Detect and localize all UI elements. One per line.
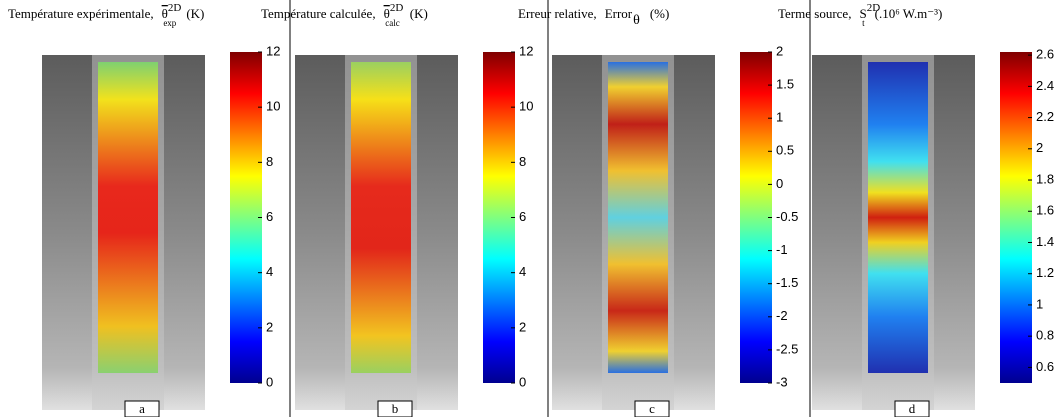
superscript: 2D	[168, 2, 182, 14]
tick-label: 0	[776, 176, 783, 191]
tick-label: -0.5	[776, 209, 798, 224]
tick-label: 10	[266, 99, 280, 114]
panel-title: Température calculée, θ2D calc (K)	[261, 2, 428, 28]
title-text: Erreur relative,	[518, 6, 597, 21]
unit: (.10⁶ W.m⁻³)	[875, 6, 943, 21]
tick-label: 0.8	[1036, 328, 1054, 343]
field	[98, 62, 158, 373]
tick-label: 2.2	[1036, 109, 1054, 124]
tick-label: 1.2	[1036, 265, 1054, 280]
unit: (%)	[650, 6, 670, 21]
colorbar	[1000, 52, 1032, 383]
tick-label: 0	[519, 374, 526, 389]
tick-label: 1.8	[1036, 171, 1054, 186]
superscript: 2D	[390, 2, 404, 14]
tick-label: 2	[266, 319, 273, 334]
label-box	[124, 400, 160, 417]
title-text: Terme source,	[778, 6, 851, 21]
label-box	[377, 400, 413, 417]
tick-label: 0.6	[1036, 359, 1054, 374]
subscript: θ	[633, 13, 640, 28]
panel-title: Erreur relative, Errorθ (%)	[518, 6, 669, 28]
tick-label: 4	[519, 264, 526, 279]
panel-label: a	[139, 401, 145, 416]
panel-label: b	[392, 401, 399, 416]
panel-title: Température expérimentale, θ2D exp (K)	[8, 2, 204, 28]
panel-label: c	[649, 401, 655, 416]
tick-label: 2	[1036, 140, 1043, 155]
tick-label: 4	[266, 264, 273, 279]
symbol: θ	[162, 6, 168, 21]
colorbar	[230, 52, 262, 383]
tick-label: 12	[266, 43, 280, 58]
tick-label: 1.5	[776, 77, 794, 92]
tick-label: 2.4	[1036, 78, 1054, 93]
subscript: exp	[163, 18, 176, 28]
tick-label: 2	[519, 319, 526, 334]
unit: (K)	[410, 6, 428, 21]
tick-label: 8	[266, 154, 273, 169]
tick-label: 0.5	[776, 143, 794, 158]
tick-label: 2.6	[1036, 47, 1054, 62]
colorbar	[740, 52, 772, 383]
panel-title: Terme source, S2D t (.10⁶ W.m⁻³)	[778, 2, 942, 28]
tick-label: 0	[266, 374, 273, 389]
subscript: calc	[385, 18, 399, 28]
tick-label: -2.5	[776, 341, 798, 356]
tick-label: -2	[776, 308, 788, 323]
unit: (K)	[186, 6, 204, 21]
tick-label: 1.6	[1036, 203, 1054, 218]
tick-label: -1.5	[776, 275, 798, 290]
colorbar	[483, 52, 515, 383]
subscript: t	[862, 18, 865, 28]
label-box	[634, 400, 670, 417]
tick-label: 1	[776, 110, 783, 125]
title-text: Température calculée,	[261, 6, 376, 21]
symbol: θ	[384, 6, 390, 21]
tick-label: 6	[519, 209, 526, 224]
tick-label: -3	[776, 374, 788, 389]
title-text: Température expérimentale,	[8, 6, 154, 21]
tick-label: 8	[519, 154, 526, 169]
tick-label: 12	[519, 43, 533, 58]
field	[608, 62, 668, 373]
tick-label: 2	[776, 43, 783, 58]
field	[868, 62, 928, 373]
symbol: S	[859, 6, 866, 21]
symbol: Error	[605, 6, 633, 21]
tick-label: -1	[776, 242, 788, 257]
field	[351, 62, 411, 373]
tick-label: 1.4	[1036, 234, 1054, 249]
superscript: 2D	[867, 2, 881, 14]
tick-label: 6	[266, 209, 273, 224]
tick-label: 10	[519, 99, 533, 114]
tick-label: 1	[1036, 296, 1043, 311]
panel-label: d	[909, 401, 916, 416]
label-box	[894, 400, 930, 417]
